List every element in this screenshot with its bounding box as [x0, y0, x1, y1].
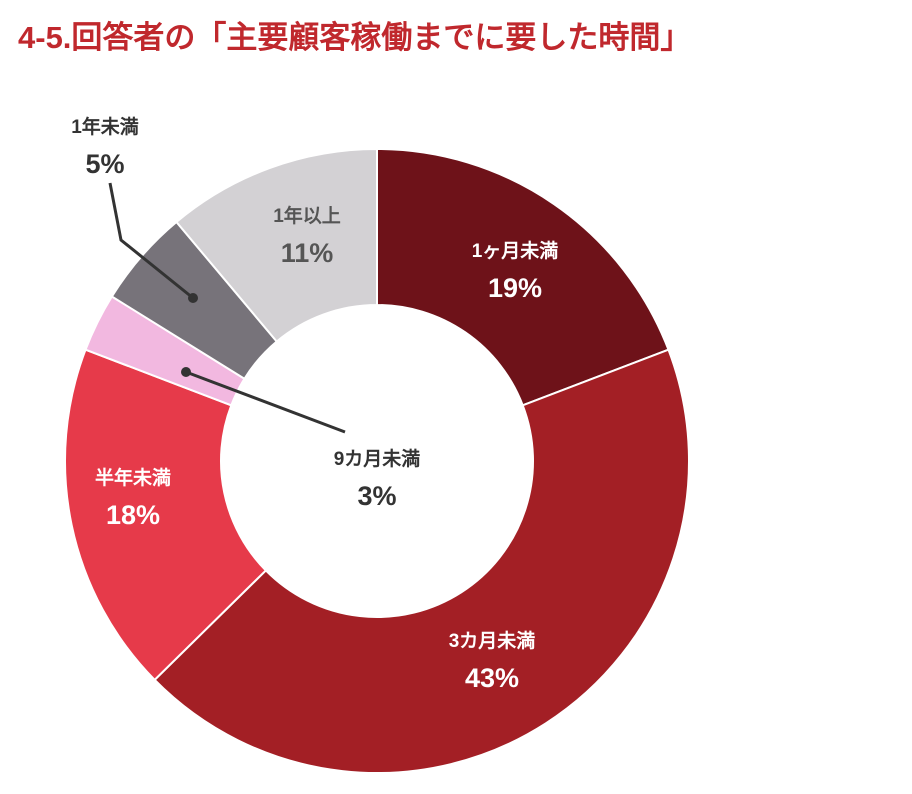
slice-value: 5%	[85, 149, 124, 179]
donut-slice	[64, 348, 268, 682]
slice-category: 1ヶ月未満	[472, 239, 559, 262]
slice-category: 3カ月未満	[449, 629, 536, 652]
slice-value: 19%	[488, 273, 542, 303]
slice-value: 43%	[465, 663, 519, 693]
slice-category: 9カ月未満	[334, 447, 421, 470]
chart-title: 4-5.回答者の「主要顧客稼働までに要した時間」	[18, 20, 691, 55]
donut-slice	[175, 147, 378, 343]
slice-value: 18%	[106, 500, 160, 530]
slice-category: 1年以上	[273, 204, 341, 227]
leader-dot	[188, 293, 198, 303]
donut-slice	[376, 147, 670, 407]
leader-line	[108, 182, 194, 300]
leader-dot	[181, 367, 191, 377]
leader-line	[185, 370, 346, 434]
donut-slice	[153, 348, 690, 774]
slice-category: 半年未満	[95, 466, 171, 489]
slice-category: 1年未満	[71, 115, 139, 138]
slice-value: 3%	[357, 481, 396, 511]
slice-value: 11%	[281, 238, 334, 268]
